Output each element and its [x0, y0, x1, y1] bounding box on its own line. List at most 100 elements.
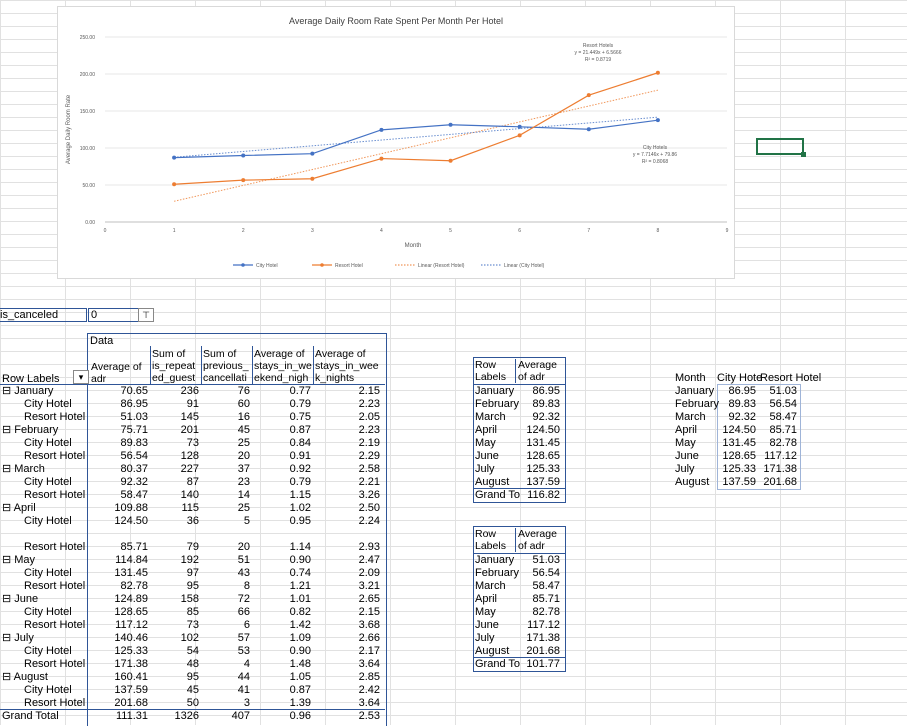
small-pivot-total-label: Grand To — [475, 658, 521, 670]
pivot-cell-value: 75.71 — [120, 424, 148, 436]
small-pivot-total-label: Grand To — [475, 489, 521, 501]
y-tick-label: 150.00 — [80, 109, 96, 115]
pivot-row-label: Resort Hotel — [24, 619, 86, 631]
pivot-cell-value: 0.90 — [289, 645, 311, 657]
small-pivot-value: 86.95 — [532, 385, 560, 397]
pivot-cell-value: 89.83 — [120, 437, 148, 449]
pivot-cell-value: 1326 — [174, 710, 199, 722]
pivot-cell-value: 3.64 — [358, 658, 380, 670]
summary-city-value: 86.95 — [728, 385, 756, 397]
data-point — [241, 153, 246, 158]
summary-table-header: City Hote — [717, 372, 763, 384]
y-tick-label: 0.00 — [85, 220, 95, 226]
pivot-cell-value: 70.65 — [120, 385, 148, 397]
pivot-header-separator — [201, 346, 202, 384]
small-pivot-underline — [473, 553, 565, 554]
pivot-group-row-label: ⊟ July — [2, 632, 34, 644]
small-pivot-underline — [473, 384, 565, 385]
pivot-cell-value: 0.87 — [289, 684, 311, 696]
pivot-column-header: Sum of — [203, 348, 237, 360]
chart-canvas: Average Daily Room Rate Spent Per Month … — [66, 16, 729, 269]
summary-table-header: Resort Hotel — [760, 372, 822, 384]
summary-resort-value: 171.38 — [763, 463, 797, 475]
y-tick-label: 200.00 — [80, 72, 96, 78]
small-pivot-total-line — [473, 488, 565, 489]
data-point — [517, 133, 522, 138]
small-pivot-row-label: August — [475, 476, 510, 488]
series-line — [174, 72, 659, 185]
pivot-cell-value: 1.48 — [289, 658, 311, 670]
pivot-header-separator — [150, 346, 151, 384]
small-pivot-row-label: February — [475, 398, 520, 410]
selected-cell[interactable] — [756, 138, 806, 157]
pivot-cell-value: 82.78 — [120, 580, 148, 592]
pivot-cell-value: 3.68 — [358, 619, 380, 631]
pivot-cell-value: 3 — [243, 697, 250, 709]
line-chart[interactable]: Average Daily Room Rate Spent Per Month … — [57, 6, 735, 279]
summary-month-label: April — [675, 424, 698, 436]
pivot-cell-value: 3.64 — [358, 697, 380, 709]
pivot-cell-value: 2.93 — [358, 541, 380, 553]
small-pivot-row-label: February — [475, 567, 520, 579]
pivot-cell-value: 407 — [231, 710, 250, 722]
small-pivot-row-label: June — [475, 450, 499, 462]
pivot-cell-value: 0.79 — [289, 476, 311, 488]
summary-month-label: January — [675, 385, 715, 397]
pivot-cell-value: 114.84 — [115, 554, 148, 566]
pivot-cell-value: 2.21 — [358, 476, 380, 488]
pivot-header-separator — [252, 346, 253, 384]
summary-resort-value: 85.71 — [769, 424, 797, 436]
pivot-group-row-label: ⊟ May — [2, 554, 36, 566]
pivot-table-border — [87, 333, 387, 726]
pivot-column-header: Average of — [254, 348, 305, 360]
legend-label: Resort Hotel — [335, 263, 363, 269]
small-pivot-row-header: Row — [475, 528, 497, 540]
pivot-cell-value: 1.05 — [289, 671, 311, 683]
pivot-cell-value: 72 — [237, 593, 250, 605]
pivot-cell-value: 137.59 — [114, 684, 148, 696]
pivot-cell-value: 73 — [186, 619, 199, 631]
pivot-row-label: Resort Hotel — [24, 697, 86, 709]
data-point — [310, 176, 315, 181]
pivot-row-label: City Hotel — [24, 437, 72, 449]
summary-city-value: 128.65 — [722, 450, 756, 462]
pivot-cell-value: 1.14 — [289, 541, 311, 553]
pivot-cell-value: 0.87 — [289, 424, 311, 436]
small-pivot-value: 82.78 — [532, 606, 560, 618]
pivot-cell-value: 2.58 — [358, 463, 380, 475]
pivot-cell-value: 20 — [237, 450, 250, 462]
pivot-cell-value: 117.12 — [115, 619, 148, 631]
pivot-column-header: stays_in_wee — [315, 360, 379, 372]
pivot-cell-value: 158 — [180, 593, 199, 605]
pivot-cell-value: 5 — [243, 515, 250, 527]
pivot-cell-value: 4 — [243, 658, 250, 670]
pivot-header-underline — [0, 384, 385, 385]
pivot-column-header: Average of — [315, 348, 366, 360]
x-tick-label: 4 — [380, 228, 383, 234]
small-pivot-value: 131.45 — [526, 437, 560, 449]
legend-label: Linear (City Hotel) — [504, 263, 545, 269]
row-labels-dropdown-icon[interactable]: ▾ — [73, 370, 89, 384]
pivot-row-label: City Hotel — [24, 515, 72, 527]
pivot-cell-value: 2.29 — [358, 450, 380, 462]
pivot-row-label: City Hotel — [24, 567, 72, 579]
data-point — [379, 127, 384, 132]
small-pivot-row-header: Labels — [475, 540, 506, 552]
pivot-cell-value: 1.02 — [289, 502, 311, 514]
pivot-cell-value: 57 — [237, 632, 250, 644]
summary-month-label: August — [675, 476, 710, 488]
pivot-cell-value: 73 — [186, 437, 199, 449]
filter-icon[interactable]: ⊤ — [138, 308, 154, 322]
x-tick-label: 0 — [104, 228, 107, 234]
x-tick-label: 5 — [449, 228, 452, 234]
pivot-row-label: City Hotel — [24, 476, 72, 488]
small-pivot-value-header: Average — [518, 528, 557, 540]
small-pivot-total-value: 101.77 — [526, 658, 560, 670]
pivot-row-label: Resort Hotel — [24, 580, 86, 592]
trendline-annotation-city: y = 7.7146x + 79.86 — [633, 152, 677, 158]
pivot-cell-value: 16 — [237, 411, 250, 423]
x-tick-label: 9 — [726, 228, 729, 234]
pivot-row-label: City Hotel — [24, 398, 72, 410]
pivot-cell-value: 53 — [237, 645, 250, 657]
data-point — [586, 93, 591, 98]
